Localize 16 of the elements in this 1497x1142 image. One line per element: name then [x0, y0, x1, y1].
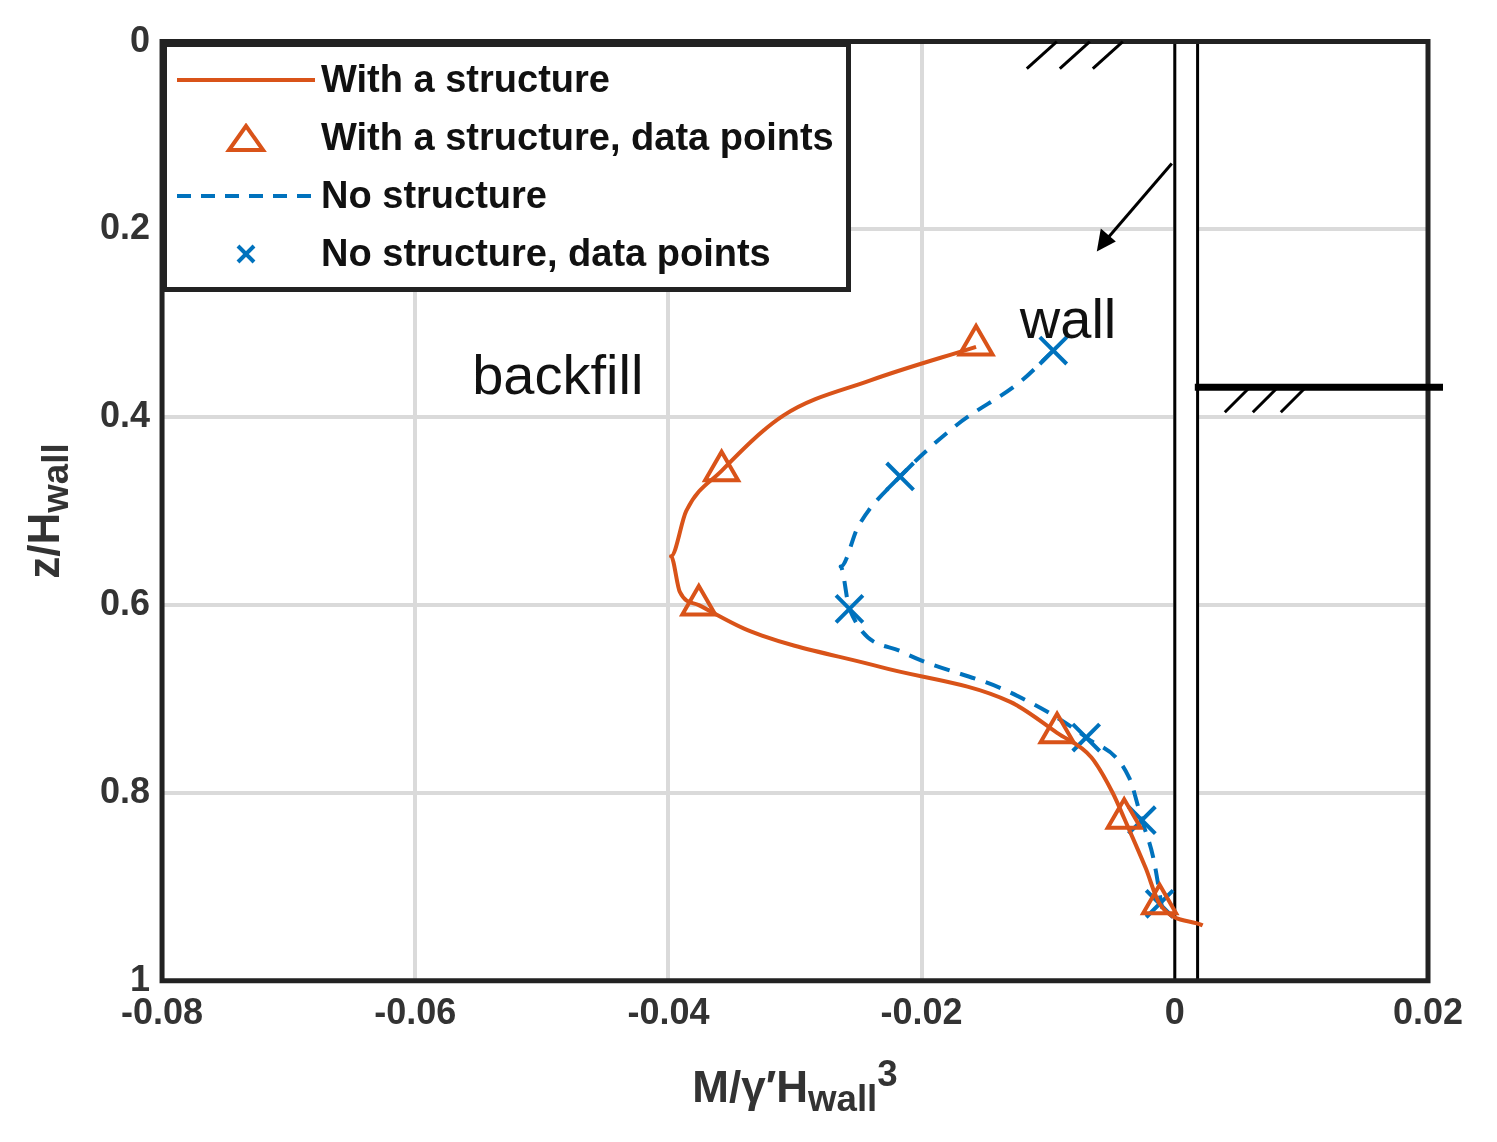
y-tick-label: 0.8: [100, 769, 151, 811]
y-tick-label: 0.2: [100, 206, 151, 248]
annotation: backfill: [472, 342, 644, 408]
y-tick-label: 0: [130, 18, 151, 60]
legend-label: With a structure: [321, 58, 610, 102]
x-tick-label: -0.02: [880, 991, 963, 1033]
legend-label: No structure: [321, 174, 547, 218]
x-tick-label: 0.02: [1392, 991, 1464, 1033]
x-tick-label: -0.04: [627, 991, 710, 1033]
x-tick-label: -0.06: [374, 991, 457, 1033]
x-tick-label: 0: [1164, 991, 1185, 1033]
legend-label: With a structure, data points: [321, 116, 834, 160]
band-label: wall: [1019, 285, 1117, 351]
y-tick-label: 0.6: [100, 582, 151, 624]
y-tick-label: 0.4: [100, 394, 151, 436]
legend-label: No structure, data points: [321, 232, 771, 276]
